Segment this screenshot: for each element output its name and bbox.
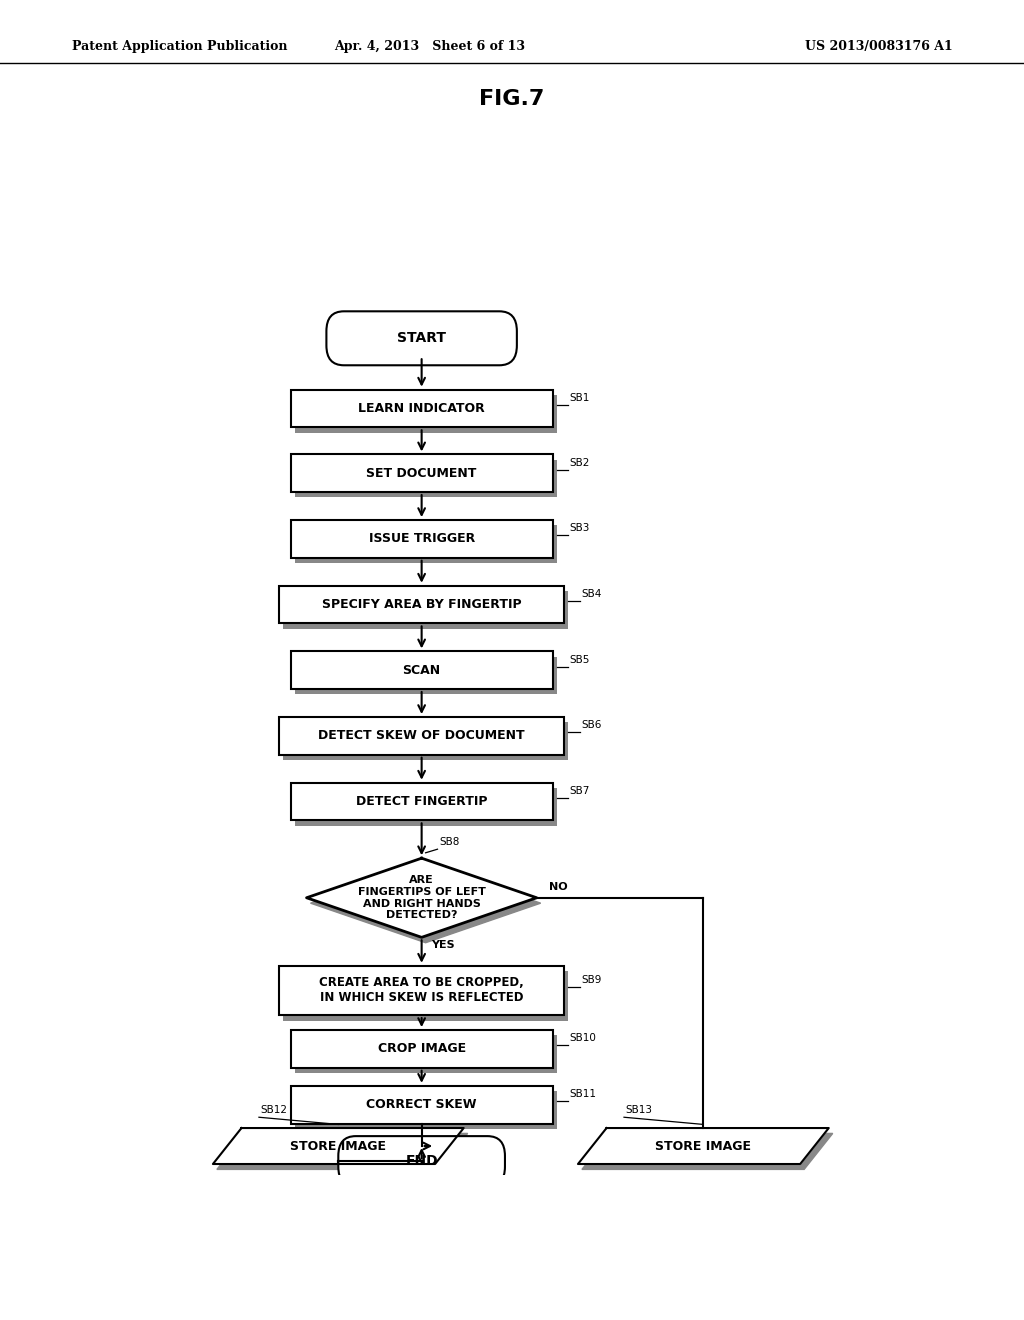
- Text: SB5: SB5: [569, 655, 590, 665]
- FancyBboxPatch shape: [295, 788, 557, 826]
- Text: SET DOCUMENT: SET DOCUMENT: [367, 467, 477, 479]
- Polygon shape: [582, 1134, 833, 1170]
- FancyBboxPatch shape: [279, 966, 564, 1015]
- Text: SB8: SB8: [439, 837, 460, 847]
- FancyBboxPatch shape: [338, 1137, 505, 1187]
- FancyBboxPatch shape: [291, 454, 553, 492]
- FancyBboxPatch shape: [295, 459, 557, 498]
- Text: CORRECT SKEW: CORRECT SKEW: [367, 1098, 477, 1111]
- Polygon shape: [213, 1129, 464, 1164]
- FancyBboxPatch shape: [291, 1030, 553, 1068]
- Polygon shape: [306, 858, 537, 937]
- Text: LEARN INDICATOR: LEARN INDICATOR: [358, 403, 485, 414]
- Text: CREATE AREA TO BE CROPPED,
IN WHICH SKEW IS REFLECTED: CREATE AREA TO BE CROPPED, IN WHICH SKEW…: [319, 977, 524, 1005]
- Text: CROP IMAGE: CROP IMAGE: [378, 1043, 466, 1056]
- Text: NO: NO: [549, 882, 567, 892]
- Polygon shape: [217, 1134, 468, 1170]
- Text: STORE IMAGE: STORE IMAGE: [291, 1139, 386, 1152]
- FancyBboxPatch shape: [295, 395, 557, 433]
- Text: SB6: SB6: [582, 721, 601, 730]
- Text: US 2013/0083176 A1: US 2013/0083176 A1: [805, 40, 952, 53]
- FancyBboxPatch shape: [291, 1086, 553, 1123]
- Text: SB13: SB13: [626, 1105, 652, 1115]
- FancyBboxPatch shape: [279, 586, 564, 623]
- Text: DETECT SKEW OF DOCUMENT: DETECT SKEW OF DOCUMENT: [318, 730, 525, 742]
- Text: YES: YES: [431, 940, 455, 950]
- Text: SB1: SB1: [569, 393, 590, 403]
- Text: Patent Application Publication: Patent Application Publication: [72, 40, 287, 53]
- Text: ARE
FINGERTIPS OF LEFT
AND RIGHT HANDS
DETECTED?: ARE FINGERTIPS OF LEFT AND RIGHT HANDS D…: [357, 875, 485, 920]
- Text: DETECT FINGERTIP: DETECT FINGERTIP: [356, 795, 487, 808]
- Polygon shape: [310, 863, 541, 942]
- FancyBboxPatch shape: [283, 722, 568, 760]
- Text: START: START: [397, 331, 446, 346]
- FancyBboxPatch shape: [295, 1035, 557, 1073]
- Polygon shape: [578, 1129, 828, 1164]
- Text: SCAN: SCAN: [402, 664, 440, 677]
- Text: SB11: SB11: [569, 1089, 596, 1100]
- Text: Apr. 4, 2013   Sheet 6 of 13: Apr. 4, 2013 Sheet 6 of 13: [335, 40, 525, 53]
- FancyBboxPatch shape: [291, 520, 553, 558]
- FancyBboxPatch shape: [295, 1092, 557, 1129]
- Text: SB2: SB2: [569, 458, 590, 467]
- FancyBboxPatch shape: [295, 657, 557, 694]
- Text: STORE IMAGE: STORE IMAGE: [655, 1139, 752, 1152]
- Text: SPECIFY AREA BY FINGERTIP: SPECIFY AREA BY FINGERTIP: [322, 598, 521, 611]
- Text: SB12: SB12: [260, 1105, 288, 1115]
- FancyBboxPatch shape: [327, 312, 517, 366]
- Text: SB10: SB10: [569, 1034, 596, 1044]
- Text: SB7: SB7: [569, 787, 590, 796]
- FancyBboxPatch shape: [291, 389, 553, 428]
- Text: SB4: SB4: [582, 589, 601, 599]
- FancyBboxPatch shape: [279, 717, 564, 755]
- FancyBboxPatch shape: [291, 651, 553, 689]
- FancyBboxPatch shape: [295, 525, 557, 564]
- Text: SB3: SB3: [569, 524, 590, 533]
- FancyBboxPatch shape: [283, 972, 568, 1020]
- FancyBboxPatch shape: [291, 783, 553, 821]
- Text: END: END: [406, 1154, 438, 1168]
- Text: ISSUE TRIGGER: ISSUE TRIGGER: [369, 532, 475, 545]
- Text: FIG.7: FIG.7: [479, 88, 545, 110]
- FancyBboxPatch shape: [283, 591, 568, 628]
- Text: SB9: SB9: [582, 975, 601, 985]
